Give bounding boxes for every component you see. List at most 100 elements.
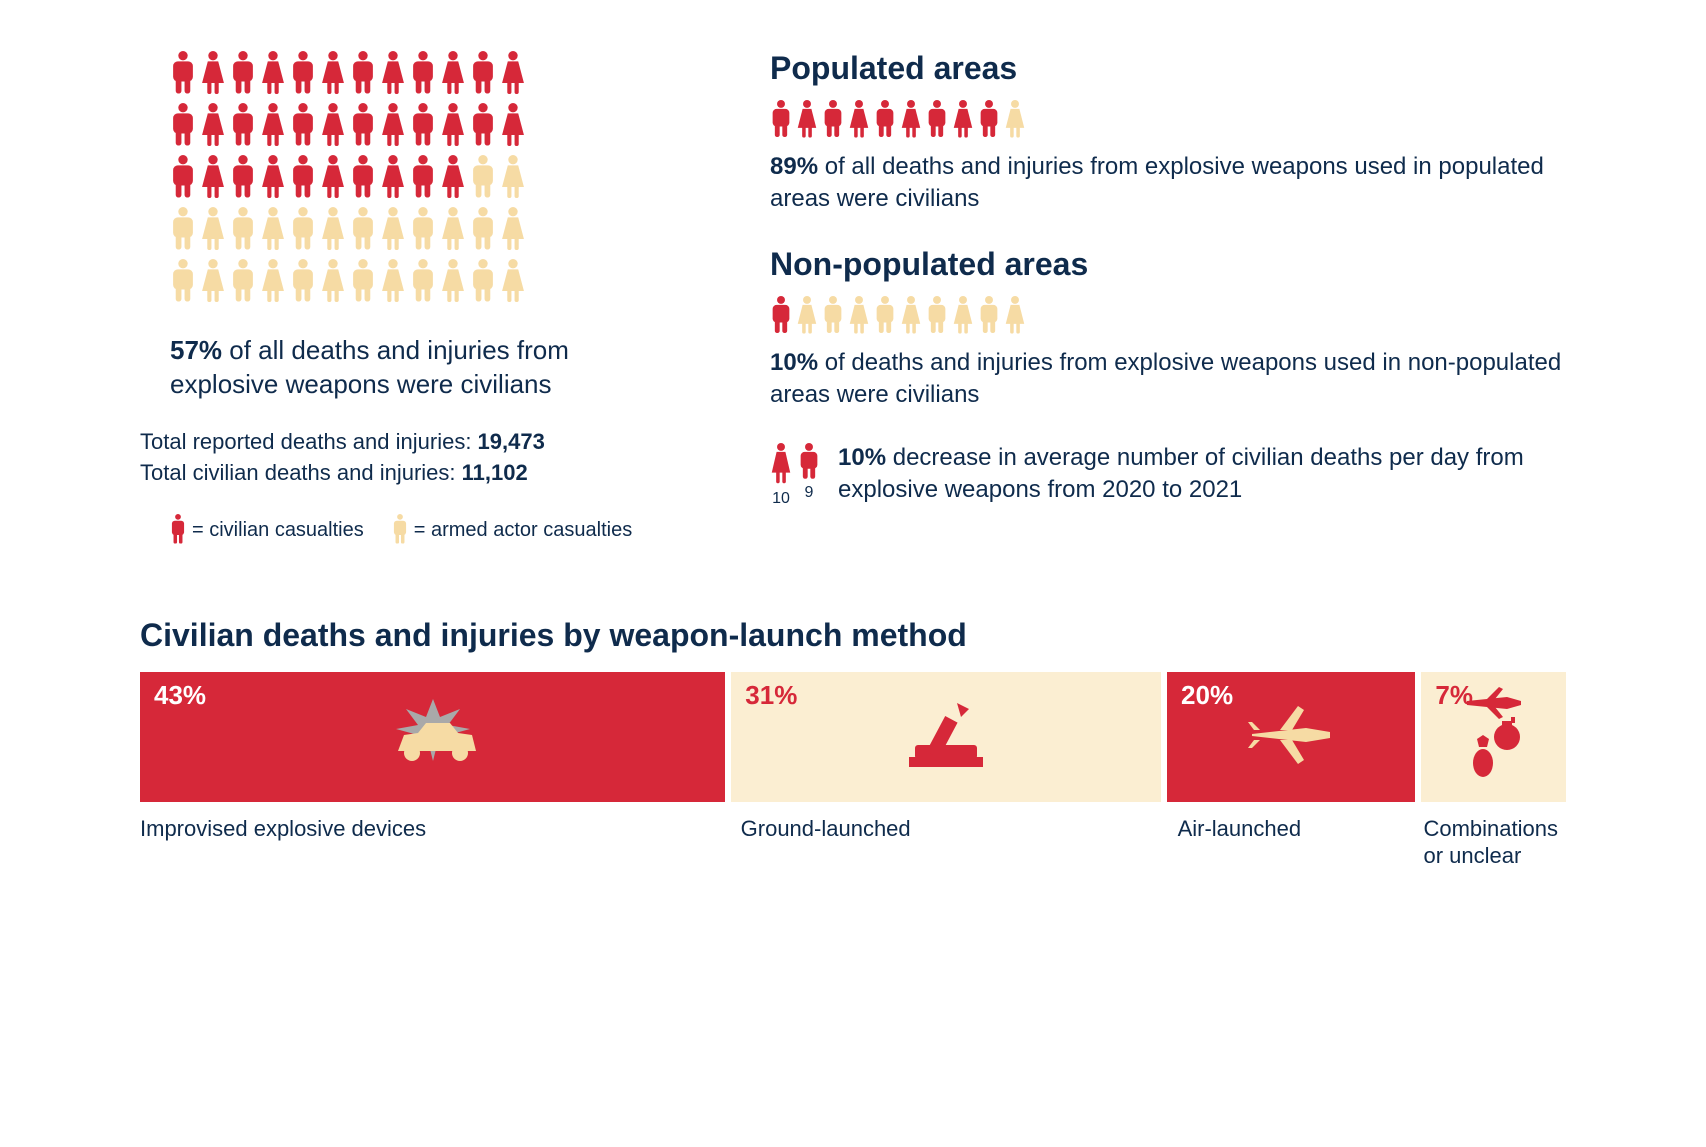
person-icon (350, 154, 376, 202)
person-icon (260, 50, 286, 98)
person-icon (470, 50, 496, 98)
legend-armed: = armed actor casualties (392, 513, 632, 547)
chart-section: Civilian deaths and injuries by weapon-l… (140, 617, 1566, 869)
total-civilian-value: 11,102 (462, 460, 528, 485)
person-icon (410, 206, 436, 254)
nonpopulated-text: of deaths and injuries from explosive we… (770, 349, 1561, 408)
person-icon (200, 154, 226, 202)
person-icon (350, 102, 376, 150)
person-icon (926, 99, 948, 141)
nonpopulated-block: Non-populated areas (770, 246, 1566, 412)
person-icon (470, 154, 496, 202)
person-icon (260, 154, 286, 202)
person-icon (200, 206, 226, 254)
main-caption-text: of all deaths and injuries from explosiv… (170, 335, 569, 399)
person-icon (848, 99, 870, 141)
decrease-pct: 10% (838, 444, 886, 471)
person-icon (170, 154, 196, 202)
bar-pct: 20% (1181, 680, 1233, 711)
nonpopulated-title: Non-populated areas (770, 246, 1566, 283)
person-icon (470, 206, 496, 254)
bar-segment: 7% (1421, 672, 1566, 802)
person-icon (440, 50, 466, 98)
weapon-bar-chart: 43% 31% 20% 7% (140, 672, 1566, 802)
total-civilian-label: Total civilian deaths and injuries: (140, 460, 462, 485)
legend-armed-label: = armed actor casualties (414, 519, 632, 542)
chart-title: Civilian deaths and injuries by weapon-l… (140, 617, 1566, 654)
person-icon (260, 206, 286, 254)
person-icon (440, 206, 466, 254)
person-icon (230, 154, 256, 202)
populated-caption: 89% of all deaths and injuries from expl… (770, 151, 1566, 216)
person-icon (900, 99, 922, 141)
person-icon (440, 258, 466, 306)
person-icon (978, 99, 1000, 141)
person-icon (380, 258, 406, 306)
person-icon (848, 295, 870, 337)
person-icon (260, 258, 286, 306)
ground-icon (901, 695, 991, 780)
person-icon (440, 154, 466, 202)
person-icon (900, 295, 922, 337)
person-icon (770, 442, 792, 488)
bar-label: Ground-launched (741, 816, 1172, 869)
person-icon (500, 154, 526, 202)
nonpopulated-pictogram (770, 295, 1566, 337)
person-icon (410, 258, 436, 306)
person-icon (770, 99, 792, 141)
total-reported-label: Total reported deaths and injuries: (140, 429, 478, 454)
legend-civilian: = civilian casualties (170, 513, 364, 547)
ied-icon (378, 695, 488, 780)
totals: Total reported deaths and injuries: 19,4… (140, 426, 670, 490)
person-icon (200, 102, 226, 150)
person-icon (170, 206, 196, 254)
decrease-icon-2020: 10 (770, 442, 792, 508)
person-icon (320, 258, 346, 306)
nonpopulated-caption: 10% of deaths and injuries from explosiv… (770, 347, 1566, 412)
person-icon (770, 295, 792, 337)
legend: = civilian casualties = armed actor casu… (170, 513, 670, 547)
person-icon (500, 258, 526, 306)
person-icon (410, 154, 436, 202)
person-icon (170, 102, 196, 150)
person-icon (978, 295, 1000, 337)
main-pct: 57% (170, 335, 222, 365)
decrease-y1: 10 (772, 490, 790, 508)
person-icon-red (170, 513, 186, 547)
main-caption: 57% of all deaths and injuries from expl… (170, 334, 670, 402)
person-icon (290, 50, 316, 98)
populated-pictogram (770, 99, 1566, 141)
bar-pct: 7% (1435, 680, 1473, 711)
person-icon (470, 258, 496, 306)
left-column: 57% of all deaths and injuries from expl… (140, 50, 670, 547)
person-icon (380, 154, 406, 202)
person-icon (170, 50, 196, 98)
bar-segment: 31% (731, 672, 1161, 802)
bar-segment: 43% (140, 672, 725, 802)
person-icon (952, 295, 974, 337)
person-icon (1004, 295, 1026, 337)
person-icon (320, 102, 346, 150)
nonpopulated-pct: 10% (770, 349, 818, 376)
person-icon-cream (392, 513, 408, 547)
decrease-block: 10 9 10% decrease in average number of c… (770, 442, 1566, 508)
weapon-bar-labels: Improvised explosive devicesGround-launc… (140, 816, 1566, 869)
person-icon (230, 206, 256, 254)
person-icon (290, 206, 316, 254)
person-icon (500, 206, 526, 254)
person-icon (796, 295, 818, 337)
person-icon (230, 102, 256, 150)
person-icon (320, 50, 346, 98)
person-icon (440, 102, 466, 150)
top-section: 57% of all deaths and injuries from expl… (140, 50, 1566, 547)
decrease-text: decrease in average number of civilian d… (838, 444, 1524, 503)
person-icon (500, 50, 526, 98)
right-column: Populated areas (770, 50, 1566, 547)
person-icon (874, 295, 896, 337)
populated-text: of all deaths and injuries from explosiv… (770, 153, 1544, 212)
populated-title: Populated areas (770, 50, 1566, 87)
person-icon (200, 258, 226, 306)
bar-label: Air-launched (1178, 816, 1418, 869)
decrease-y2: 9 (805, 484, 814, 502)
person-icon (874, 99, 896, 141)
